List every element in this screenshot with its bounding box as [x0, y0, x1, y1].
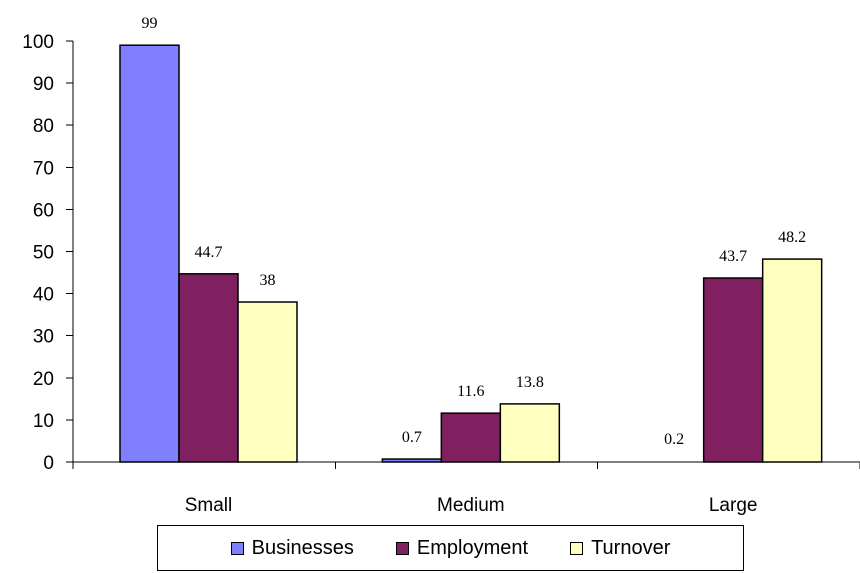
y-axis: 0 10 20 30 40 50 60 70 80 90 100	[22, 32, 74, 474]
bar-businesses-small	[119, 44, 180, 463]
data-label-employment-medium: 11.6	[457, 383, 484, 400]
x-axis: Small Medium Large	[72, 461, 860, 516]
y-tick-label: 90	[33, 74, 54, 95]
y-tick-label: 20	[33, 369, 54, 390]
bar-turnover-medium	[499, 403, 561, 463]
data-label-turnover-small: 38	[260, 272, 276, 289]
data-label-employment-small: 44.7	[195, 244, 223, 261]
x-tick-label: Large	[709, 495, 758, 516]
legend-label-employment: Employment	[416, 537, 529, 559]
data-label-businesses-medium: 0.7	[402, 429, 422, 446]
data-label-turnover-medium: 13.8	[516, 374, 544, 391]
y-tick-label: 80	[33, 116, 54, 137]
y-tick-label: 0	[43, 453, 54, 474]
legend-swatch-turnover	[570, 541, 584, 555]
bar-employment-small	[178, 273, 239, 463]
y-tick-label: 70	[33, 158, 54, 179]
bars	[119, 44, 823, 463]
bar-employment-large	[702, 277, 764, 463]
data-label-turnover-large: 48.2	[778, 229, 806, 246]
legend: Businesses Employment Turnover	[157, 525, 744, 571]
x-tick-label: Small	[185, 495, 233, 516]
y-tick-label: 10	[33, 411, 54, 432]
data-labels: 99 0.7 0.2 44.7 11.6 43.7 38 13.8 48.2	[142, 15, 807, 448]
bar-employment-medium	[440, 412, 502, 463]
bar-turnover-small	[237, 301, 298, 463]
y-tick-label: 100	[22, 32, 54, 53]
y-tick-label: 40	[33, 285, 54, 306]
legend-label-turnover: Turnover	[591, 537, 671, 559]
y-tick-label: 50	[33, 243, 54, 264]
legend-swatch-employment	[395, 541, 409, 555]
legend-swatch-businesses	[230, 541, 244, 555]
data-label-businesses-small: 99	[142, 15, 158, 32]
data-label-businesses-large: 0.2	[664, 431, 684, 448]
y-tick-label: 30	[33, 327, 54, 348]
data-label-employment-large: 43.7	[719, 248, 747, 265]
bar-businesses-medium	[381, 458, 443, 463]
x-tick-label: Medium	[437, 495, 505, 516]
legend-item-employment: Employment	[395, 537, 529, 559]
legend-item-turnover: Turnover	[570, 538, 670, 558]
y-tick-label: 60	[33, 200, 54, 221]
bar-turnover-large	[761, 258, 823, 463]
legend-label-businesses: Businesses	[251, 537, 354, 559]
legend-item-businesses: Businesses	[230, 537, 354, 559]
